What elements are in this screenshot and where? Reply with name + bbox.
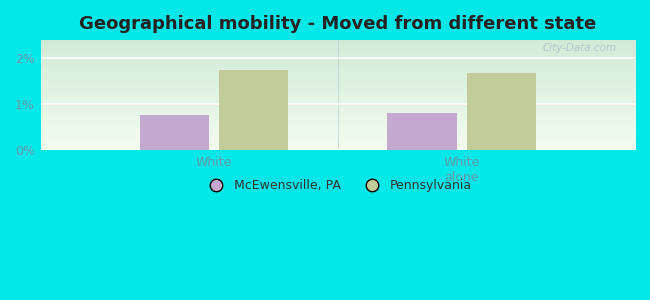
Bar	[387, 113, 457, 150]
Legend: McEwensville, PA, Pennsylvania: McEwensville, PA, Pennsylvania	[199, 174, 476, 197]
Bar	[140, 116, 209, 150]
Bar	[219, 70, 288, 150]
Title: Geographical mobility - Moved from different state: Geographical mobility - Moved from diffe…	[79, 15, 597, 33]
Bar	[467, 73, 536, 150]
Text: City-Data.com: City-Data.com	[543, 44, 617, 53]
